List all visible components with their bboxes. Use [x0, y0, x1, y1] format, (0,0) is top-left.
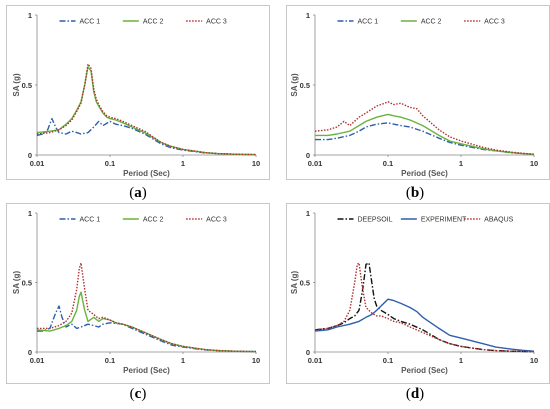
y-axis-label: SA (g): [12, 271, 21, 295]
y-tick-label: 0.5: [22, 81, 32, 90]
panel-border: [6, 5, 270, 180]
y-tick-label: 0: [28, 348, 32, 357]
x-tick-label: 1: [181, 356, 185, 365]
y-tick-label: 1: [28, 11, 32, 20]
x-axis-label: Period (Sec): [401, 366, 448, 375]
x-tick-label: 1: [459, 159, 463, 168]
x-tick-label: 0.01: [308, 159, 323, 168]
legend-label: ACC 2: [421, 19, 442, 26]
y-tick-label: 1: [306, 209, 310, 218]
legend-label: ACC 2: [143, 19, 164, 26]
x-tick-label: 10: [252, 159, 260, 168]
y-tick-label: 0: [28, 151, 32, 160]
x-tick-label: 1: [459, 356, 463, 365]
y-tick-label: 0.5: [22, 279, 32, 288]
legend-label: ACC 2: [143, 217, 164, 224]
y-axis-label: SA (g): [12, 73, 21, 97]
x-tick-label: 1: [181, 159, 185, 168]
chart-panel-c: 0 0.5 1 0.01 0.1 1 10 Period (Sec) SA (g) ACC 1 AC…: [6, 203, 270, 402]
series-line-experiment: [314, 298, 535, 352]
y-tick-label: 0.5: [300, 279, 310, 288]
series-line-acc-3: [37, 262, 257, 353]
panel-caption: (b): [406, 185, 424, 201]
x-tick-label: 10: [530, 159, 538, 168]
x-tick-label: 0.01: [30, 159, 45, 168]
chart-panel-a: 0 0.5 1 0.01 0.1 1 10 Period (Sec) SA (g) ACC 1 AC…: [6, 5, 270, 201]
y-tick-label: 0: [306, 348, 310, 357]
y-axis-label: SA (g): [290, 271, 299, 295]
x-axis-label: Period (Sec): [401, 169, 448, 178]
panel-border: [6, 203, 270, 384]
legend-label: ACC 1: [80, 19, 101, 26]
legend-label: ABAQUS: [484, 217, 514, 224]
panel-caption: (c): [130, 386, 147, 402]
x-axis-label: Period (Sec): [123, 366, 170, 375]
x-tick-label: 0.1: [383, 356, 393, 365]
y-tick-label: 1: [28, 209, 32, 218]
x-tick-label: 0.1: [105, 159, 115, 168]
series-line-acc-3: [314, 101, 535, 155]
x-tick-label: 0.01: [30, 356, 45, 365]
x-axis-label: Period (Sec): [123, 169, 170, 178]
x-tick-label: 10: [530, 356, 538, 365]
y-axis-label: SA (g): [290, 73, 299, 97]
legend-label: ACC 1: [358, 19, 379, 26]
chart-panel-b: 0 0.5 1 0.01 0.1 1 10 Period (Sec) SA (g) ACC 1 AC…: [286, 5, 550, 201]
panel-caption: (a): [129, 185, 147, 201]
series-line-acc-2: [315, 113, 535, 155]
legend-label: DEEPSOIL: [358, 217, 393, 224]
panel-caption: (d): [406, 386, 424, 402]
x-tick-label: 0.1: [383, 159, 393, 168]
legend-label: ACC 1: [80, 217, 101, 224]
x-tick-label: 0.1: [105, 356, 115, 365]
y-tick-label: 1: [306, 11, 310, 20]
series-line-deepsoil: [314, 262, 535, 353]
series-line-acc-3: [36, 63, 257, 156]
series-line-acc-1: [36, 117, 257, 156]
y-tick-label: 0: [306, 151, 310, 160]
legend-label: ACC 3: [484, 19, 505, 26]
panel-border: [286, 203, 550, 384]
legend-label: ACC 3: [206, 19, 227, 26]
chart-panel-d: 0 0.5 1 0.01 0.1 1 10 Period (Sec) SA (g) DEEPSOI…: [286, 203, 550, 402]
series-line-abaqus: [314, 262, 535, 353]
y-tick-label: 0.5: [300, 81, 310, 90]
x-tick-label: 10: [252, 356, 260, 365]
x-tick-label: 0.01: [308, 356, 323, 365]
legend-label: ACC 3: [206, 217, 227, 224]
legend-label: EXPERIMENT: [421, 217, 467, 224]
panel-border: [286, 5, 550, 180]
